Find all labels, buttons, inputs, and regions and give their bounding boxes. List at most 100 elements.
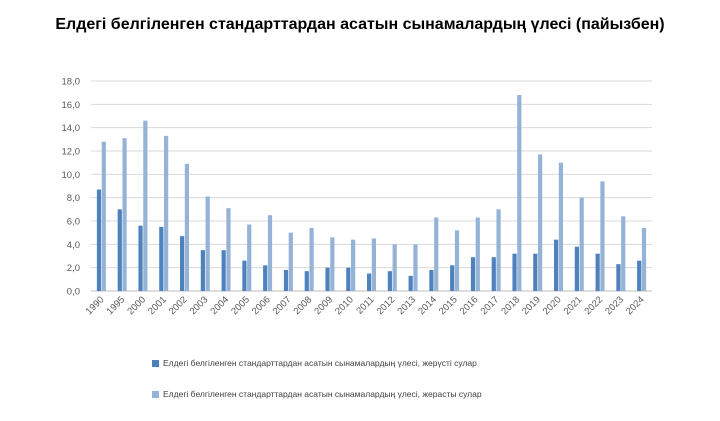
bar-ground-water (371, 238, 376, 291)
bar-surface-water (242, 260, 247, 291)
bar-ground-water (392, 244, 397, 291)
bar-ground-water (600, 181, 605, 291)
legend-swatch-ground-water (152, 390, 159, 398)
y-tick-label: 6,0 (67, 217, 80, 228)
x-tick-label: 2011 (354, 294, 376, 316)
bar-ground-water (413, 244, 418, 291)
bar-surface-water (283, 270, 289, 291)
x-tick-label: 2020 (541, 294, 564, 317)
bar-surface-water (180, 236, 185, 291)
x-tick-label: 2015 (437, 294, 460, 317)
x-tick-label: 2019 (520, 294, 543, 317)
x-tick-label: 2009 (312, 294, 335, 317)
x-tick-label: 2006 (250, 294, 273, 317)
bar-surface-water (595, 253, 600, 291)
x-tick-label: 2021 (562, 294, 585, 317)
bar-surface-water (533, 253, 538, 291)
x-tick-label: 2022 (582, 294, 605, 317)
bar-surface-water (387, 271, 392, 291)
bar-ground-water (351, 239, 356, 291)
bar-surface-water (159, 226, 164, 291)
bar-surface-water (554, 239, 559, 291)
bar-surface-water (512, 253, 517, 291)
bar-surface-water (263, 265, 268, 291)
y-tick-label: 4,0 (67, 240, 80, 251)
bar-surface-water (491, 257, 496, 291)
y-tick-label: 14,0 (62, 123, 81, 134)
legend-label-ground-water: Елдегі белгіленген стандарттардан асатын… (163, 389, 482, 399)
bar-surface-water (429, 270, 434, 291)
bar-surface-water (470, 257, 476, 291)
bar-surface-water (346, 267, 351, 291)
x-tick-label: 2002 (167, 294, 190, 317)
bar-surface-water (304, 271, 309, 291)
legend-item-surface-water: Елдегі белгіленген стандарттардан асатын… (152, 358, 477, 368)
x-tick-label: 2008 (292, 294, 315, 317)
legend-item-ground-water: Елдегі белгіленген стандарттардан асатын… (152, 389, 482, 399)
legend-swatch-surface-water (152, 359, 159, 367)
bar-ground-water (641, 228, 647, 291)
bar-ground-water (309, 228, 314, 291)
bar-ground-water (143, 120, 148, 291)
y-tick-label: 16,0 (62, 100, 81, 111)
bar-surface-water (325, 267, 330, 291)
bar-ground-water (517, 95, 522, 291)
x-tick-label: 2018 (499, 294, 522, 317)
x-tick-label: 2017 (479, 294, 502, 317)
bar-ground-water (122, 138, 127, 291)
bar-surface-water (637, 260, 642, 291)
y-tick-label: 18,0 (62, 77, 81, 88)
x-tick-label: 2010 (333, 294, 356, 317)
bar-ground-water (288, 232, 293, 291)
bar-ground-water (164, 135, 169, 291)
x-tick-label: 2023 (603, 294, 626, 317)
bar-surface-water (574, 246, 579, 291)
bar-surface-water (117, 209, 122, 291)
x-tick-label: 2005 (229, 294, 252, 317)
y-tick-label: 12,0 (62, 147, 81, 158)
x-tick-label: 2014 (416, 294, 439, 317)
x-tick-label: 1995 (105, 294, 128, 317)
bar-ground-water (267, 215, 273, 291)
y-tick-label: 8,0 (67, 193, 80, 204)
x-tick-label: 2003 (188, 294, 211, 317)
bar-surface-water (96, 189, 102, 291)
bar-surface-water (408, 275, 413, 291)
bar-surface-water (450, 265, 455, 291)
x-tick-label: 2012 (375, 294, 398, 317)
x-tick-label: 2001 (146, 294, 169, 317)
bar-ground-water (538, 154, 543, 291)
x-tick-label: 2024 (624, 294, 647, 317)
bar-ground-water (226, 208, 231, 291)
bar-ground-water (184, 163, 189, 291)
x-tick-label: 2007 (271, 294, 294, 317)
bar-ground-water (496, 209, 501, 291)
bar-surface-water (200, 250, 205, 291)
bar-ground-water (621, 216, 626, 291)
x-tick-label: 2016 (458, 294, 481, 317)
legend-label-surface-water: Елдегі белгіленген стандарттардан асатын… (163, 358, 477, 368)
bar-surface-water (138, 225, 143, 291)
y-tick-label: 0,0 (67, 287, 80, 298)
y-tick-label: 10,0 (62, 170, 81, 181)
x-tick-label: 2000 (125, 294, 148, 317)
x-tick-label: 2004 (208, 294, 231, 317)
bar-ground-water (247, 224, 252, 291)
bar-ground-water (330, 237, 335, 291)
bar-ground-water (475, 217, 480, 291)
y-tick-label: 2,0 (67, 263, 80, 274)
bar-ground-water (558, 162, 563, 291)
bar-ground-water (434, 217, 439, 291)
bar-ground-water (454, 230, 460, 291)
chart-title: Елдегі белгіленген стандарттардан асатын… (55, 16, 665, 33)
bar-surface-water (367, 273, 372, 291)
bar-ground-water (101, 141, 106, 291)
bar-surface-water (221, 250, 226, 291)
bar-ground-water (579, 197, 584, 291)
bar-ground-water (205, 196, 210, 291)
x-tick-label: 2013 (395, 294, 418, 317)
bar-surface-water (616, 264, 621, 291)
x-tick-label: 1990 (84, 294, 107, 317)
